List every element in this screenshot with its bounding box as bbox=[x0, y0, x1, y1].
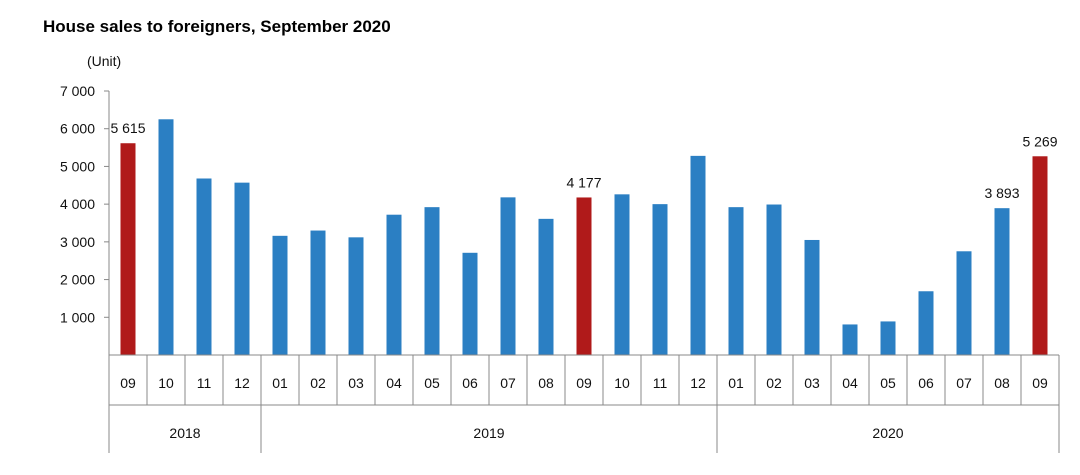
y-tick-label: 3 000 bbox=[60, 234, 95, 250]
x-tick-label: 09 bbox=[1032, 375, 1048, 391]
bar bbox=[728, 207, 744, 355]
chart-title: House sales to foreigners, September 202… bbox=[43, 17, 391, 36]
bar bbox=[804, 239, 820, 355]
x-tick-label: 12 bbox=[690, 375, 706, 391]
y-tick-label: 5 000 bbox=[60, 158, 95, 174]
x-tick-label: 01 bbox=[728, 375, 744, 391]
x-tick-label: 08 bbox=[994, 375, 1010, 391]
bar bbox=[310, 230, 326, 355]
x-tick-label: 11 bbox=[197, 375, 212, 391]
bar bbox=[272, 235, 288, 355]
y-tick-label: 4 000 bbox=[60, 196, 95, 212]
x-tick-label: 02 bbox=[766, 375, 782, 391]
x-tick-label: 09 bbox=[120, 375, 136, 391]
x-tick-label: 06 bbox=[918, 375, 934, 391]
bar bbox=[956, 251, 972, 355]
bar bbox=[120, 143, 136, 355]
bar bbox=[158, 119, 174, 356]
bar bbox=[234, 182, 250, 355]
y-tick-label: 2 000 bbox=[60, 272, 95, 288]
bar bbox=[576, 197, 592, 355]
bar bbox=[462, 252, 478, 355]
bar bbox=[1032, 156, 1048, 355]
data-label: 3 893 bbox=[984, 185, 1019, 201]
year-label: 2018 bbox=[169, 425, 200, 441]
bar bbox=[918, 291, 934, 355]
x-tick-label: 04 bbox=[842, 375, 858, 391]
x-tick-label: 07 bbox=[956, 375, 972, 391]
x-tick-label: 05 bbox=[424, 375, 440, 391]
x-tick-label: 10 bbox=[614, 375, 630, 391]
x-tick-label: 08 bbox=[538, 375, 554, 391]
bar bbox=[500, 197, 516, 355]
y-unit-label: (Unit) bbox=[87, 53, 121, 69]
x-tick-label: 05 bbox=[880, 375, 896, 391]
x-tick-label: 10 bbox=[158, 375, 174, 391]
x-tick-label: 07 bbox=[500, 375, 516, 391]
bar bbox=[880, 321, 896, 355]
bar bbox=[348, 237, 364, 355]
year-label: 2019 bbox=[473, 425, 504, 441]
x-tick-label: 03 bbox=[804, 375, 820, 391]
y-tick-label: 7 000 bbox=[60, 83, 95, 99]
bar bbox=[994, 208, 1010, 355]
data-label: 4 177 bbox=[566, 174, 601, 190]
bar bbox=[842, 324, 858, 355]
bar bbox=[766, 204, 782, 355]
bar bbox=[690, 155, 706, 355]
year-label: 2020 bbox=[872, 425, 903, 441]
x-tick-label: 06 bbox=[462, 375, 478, 391]
bar bbox=[424, 207, 440, 355]
x-tick-label: 12 bbox=[234, 375, 250, 391]
x-tick-label: 03 bbox=[348, 375, 364, 391]
x-tick-label: 11 bbox=[653, 375, 668, 391]
bar bbox=[614, 194, 630, 355]
x-tick-label: 02 bbox=[310, 375, 326, 391]
y-tick-label: 1 000 bbox=[60, 309, 95, 325]
bar bbox=[196, 178, 212, 355]
bar bbox=[538, 218, 554, 355]
bar bbox=[652, 204, 668, 355]
x-tick-label: 04 bbox=[386, 375, 402, 391]
data-label: 5 269 bbox=[1022, 133, 1057, 149]
y-tick-label: 6 000 bbox=[60, 121, 95, 137]
x-tick-label: 01 bbox=[272, 375, 288, 391]
bar bbox=[386, 214, 402, 355]
x-tick-label: 09 bbox=[576, 375, 592, 391]
data-label: 5 615 bbox=[110, 120, 145, 136]
